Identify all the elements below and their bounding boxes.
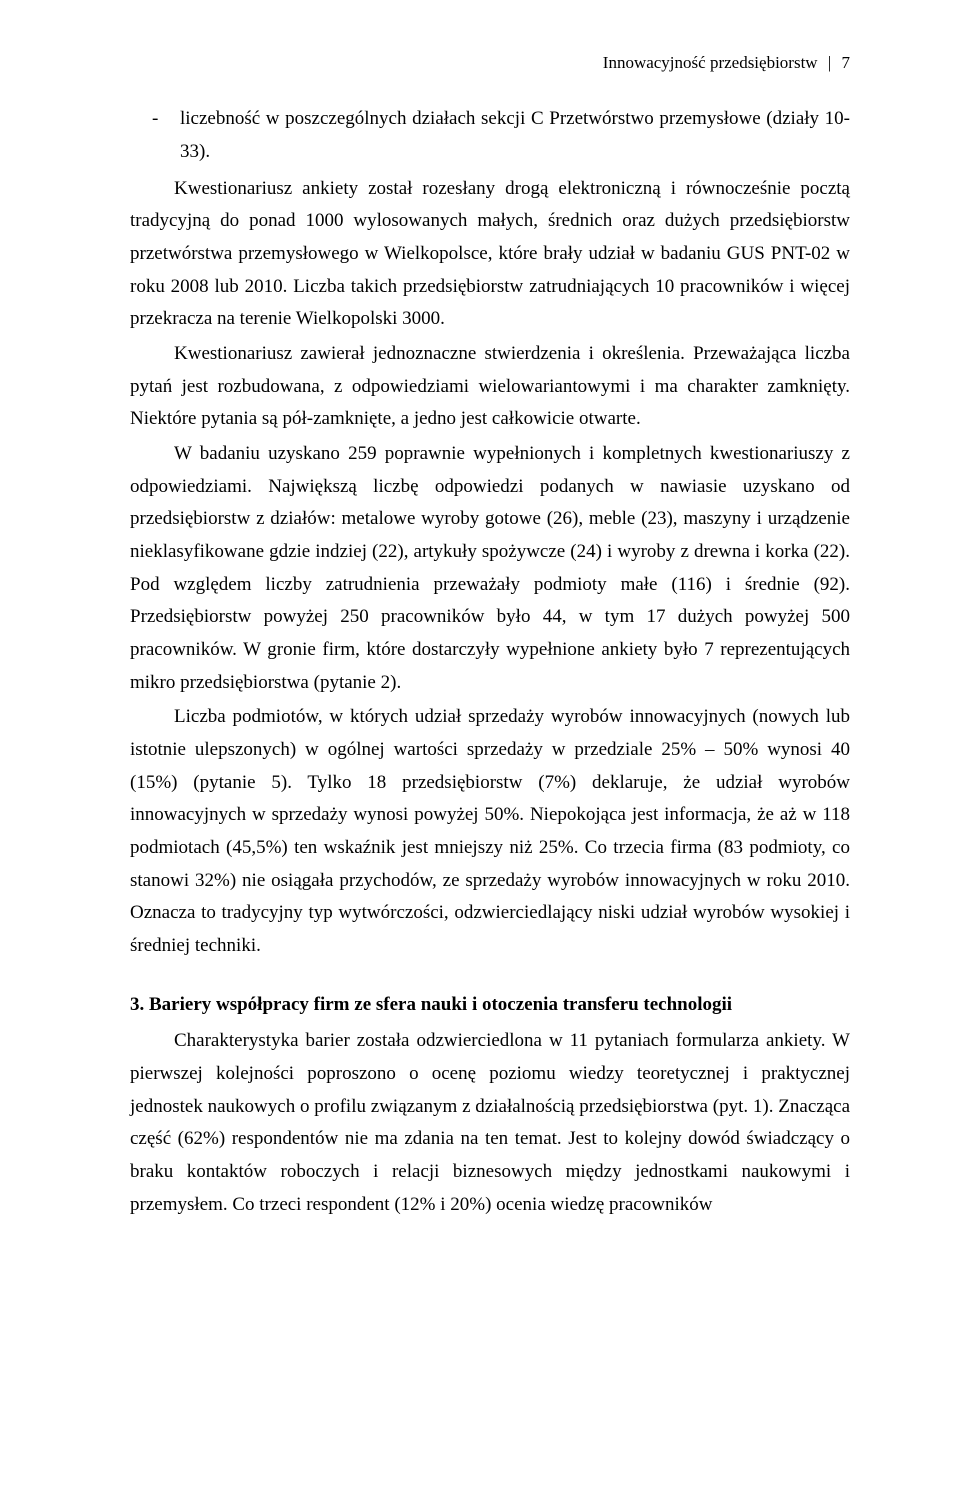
body-paragraph-3: W badaniu uzyskano 259 poprawnie wypełni…	[130, 438, 850, 699]
body-paragraph-2: Kwestionariusz zawierał jednoznaczne stw…	[130, 338, 850, 436]
bullet-text: liczebność w poszczególnych działach sek…	[180, 103, 850, 168]
body-paragraph-4: Liczba podmiotów, w których udział sprze…	[130, 701, 850, 962]
header-page-number: 7	[842, 53, 851, 72]
body-paragraph-1: Kwestionariusz ankiety został rozesłany …	[130, 173, 850, 336]
section-heading: 3. Bariery współpracy firm ze sfera nauk…	[130, 989, 850, 1022]
bullet-item: - liczebność w poszczególnych działach s…	[152, 103, 850, 168]
header-title: Innowacyjność przedsiębiorstw	[603, 53, 818, 72]
running-header: Innowacyjność przedsiębiorstw | 7	[130, 48, 850, 77]
bullet-marker: -	[152, 103, 180, 168]
section-paragraph-1: Charakterystyka barier została odzwierci…	[130, 1025, 850, 1221]
document-page: Innowacyjność przedsiębiorstw | 7 - licz…	[0, 0, 960, 1485]
header-separator: |	[822, 48, 837, 77]
